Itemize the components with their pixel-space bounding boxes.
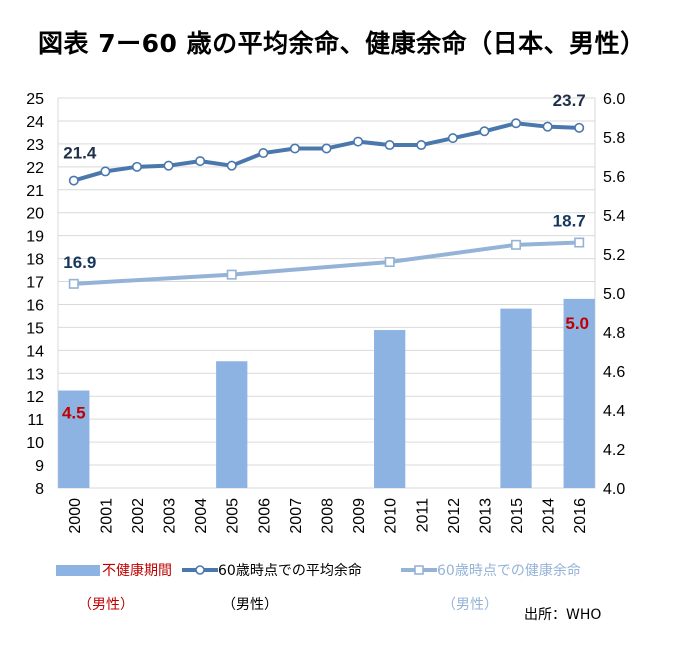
bar-unhealthy [374,330,406,488]
life-expectancy-point [542,121,553,132]
y-left-tick-label: 15 [26,320,44,337]
y-left-tick-label: 8 [35,481,44,498]
bar-unhealthy [216,361,248,488]
x-tick-label: 2001 [98,498,115,534]
life-expectancy-point [258,148,269,159]
life-expectancy-point [100,166,111,177]
data-label: 4.5 [62,404,86,423]
legend-sub-health: （男性） [442,597,498,613]
source-note: 出所：WHO [524,607,602,623]
healthy-expectancy-point [384,257,395,268]
y-right-tick-label: 5.0 [603,286,625,303]
life-expectancy-point [68,175,79,186]
data-label: 21.4 [63,144,97,163]
life-expectancy-point [353,136,364,147]
y-right-tick-label: 6.0 [603,91,625,108]
y-left-tick-label: 12 [26,389,44,406]
life-expectancy-point [511,118,522,129]
y-right-tick-label: 5.8 [603,130,625,147]
x-tick-label: 2010 [383,498,400,534]
y-right-tick-label: 4.0 [603,481,625,498]
y-left-tick-label: 13 [26,366,44,383]
x-tick-label: 2003 [162,498,179,534]
legend-health-marker [401,565,437,575]
x-tick-label: 2011 [414,498,431,533]
healthy-expectancy-point [574,237,585,248]
life-expectancy-point [226,160,237,171]
y-left-tick-label: 25 [26,91,44,108]
life-expectancy-point [416,140,427,151]
series-line [73,240,580,286]
legend-item-health: 60歳時点での健康余命 [401,560,581,580]
y-right-tick-label: 5.2 [603,247,625,264]
y-right-tick-label: 4.2 [603,442,625,459]
y-left-tick-label: 24 [26,114,44,131]
bar-unhealthy [58,390,90,488]
y-right-tick-label: 4.4 [603,403,625,420]
bar-unhealthy [500,308,532,488]
y-left-tick-label: 16 [26,297,44,314]
legend-life-marker [182,565,218,575]
y-left-tick-label: 19 [26,229,44,246]
life-expectancy-point [479,126,490,137]
x-tick-label: 2007 [288,498,305,534]
x-tick-label: 2008 [320,498,337,534]
legend-label-life: 60歳時点での平均余命 [218,563,362,579]
legend-sub-unhealthy: （男性） [78,597,134,613]
data-label: 18.7 [553,212,586,231]
x-tick-label: 2013 [477,498,494,534]
y-left-tick-label: 17 [26,275,44,292]
x-tick-label: 2000 [67,498,84,534]
life-expectancy-point [574,122,585,133]
data-label: 16.9 [63,253,96,272]
x-tick-label: 2004 [193,498,210,534]
y-left-tick-label: 23 [26,137,44,154]
life-expectancy-point [163,160,174,171]
life-expectancy-point [384,140,395,151]
y-right-tick-label: 5.4 [603,208,625,225]
healthy-expectancy-point [511,239,522,250]
y-right-tick-label: 5.6 [603,169,625,186]
y-left-tick-label: 10 [26,435,44,452]
legend-sub-life: （男性） [222,597,278,613]
life-expectancy-point [131,161,142,172]
x-tick-label: 2002 [130,498,147,534]
healthy-expectancy-point [68,278,79,289]
data-label: 23.7 [553,91,586,110]
life-expectancy-point [289,143,300,154]
lines [68,118,585,289]
y-right-tick-label: 4.8 [603,325,625,342]
life-expectancy-point [321,143,332,154]
legend-label-health: 60歳時点での健康余命 [437,563,581,579]
x-tick-label: 2005 [225,498,242,534]
axes: 8 9 10 11 12 13 14 15 16 17 18 19 20 21 22 23 24 25 4.0 4.2… [26,91,625,534]
y-right-tick-label: 4.6 [603,364,625,381]
chart-title: 図表 7ー60 歳の平均余命、健康余命（日本、男性） [38,29,646,58]
data-label: 5.0 [565,314,589,333]
bar-unhealthy [563,298,595,488]
y-left-tick-label: 20 [26,206,44,223]
legend-item-life: 60歳時点での平均余命 [182,560,362,580]
y-left-tick-label: 18 [26,252,44,269]
bars [58,298,595,488]
legend-label-unhealthy: 不健康期間 [102,563,172,579]
x-tick-label: 2009 [351,498,368,534]
x-tick-label: 2015 [509,498,526,534]
life-expectancy-point [447,133,458,144]
y-left-tick-label: 14 [26,343,44,360]
y-left-tick-label: 9 [35,458,44,475]
data-labels: 21.4 23.7 16.9 18.7 4.5 5.0 [62,91,589,423]
y-left-tick-label: 22 [26,160,44,177]
healthy-expectancy-point [226,269,237,280]
legend-item-unhealthy: 不健康期間 [56,560,172,580]
legend-bar-swatch [56,564,100,576]
y-left-tick-label: 21 [26,183,44,200]
x-tick-label: 2016 [572,498,589,534]
y-left-tick-label: 11 [27,412,44,429]
x-tick-label: 2006 [256,498,273,534]
x-tick-label: 2014 [541,498,558,534]
x-tick-label: 2012 [446,498,463,534]
life-expectancy-point [195,156,206,167]
